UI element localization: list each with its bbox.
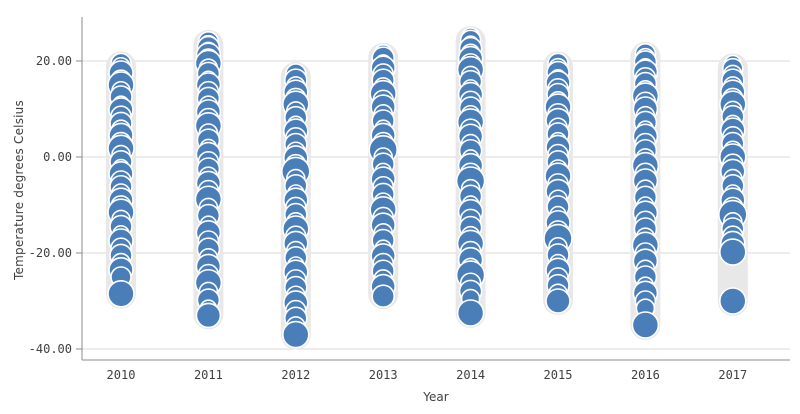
scatter-bubble[interactable] [107,279,135,308]
x-axis-title: Year [423,390,449,404]
x-tick-label: 2015 [544,368,573,382]
scatter-bubble[interactable] [371,284,396,309]
y-tick-label: -20.00 [29,246,72,260]
scatter-bubble[interactable] [718,238,747,266]
x-tick-label: 2017 [718,368,747,382]
scatter-bubble[interactable] [631,311,660,339]
x-tick-label: 2014 [456,368,485,382]
x-tick-label: 2013 [369,368,398,382]
scatter-bubble[interactable] [281,320,310,349]
y-tick-label: -40.00 [29,342,72,356]
x-tick-label: 2012 [281,368,310,382]
y-axis-title: Temperature degrees Celsius [12,100,26,280]
scatter-bubble[interactable] [718,287,747,315]
y-tick-label: 20.00 [36,54,72,68]
y-tick-label: 0.00 [43,150,72,164]
scatter-bubble[interactable] [545,288,571,314]
scatter-bubble[interactable] [456,299,485,327]
x-tick-label: 2010 [107,368,136,382]
scatter-bubble[interactable] [195,302,222,329]
x-tick-label: 2011 [194,368,223,382]
x-tick-label: 2016 [631,368,660,382]
